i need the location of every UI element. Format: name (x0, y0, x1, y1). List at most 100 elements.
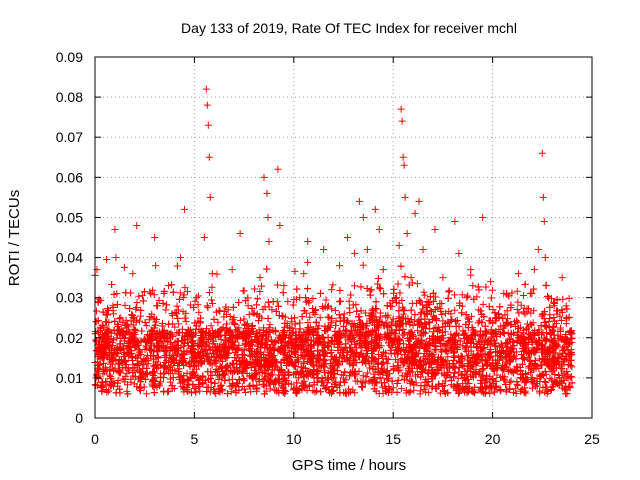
data-point (412, 353, 420, 361)
data-point (437, 307, 445, 315)
data-point (566, 339, 574, 347)
data-point (205, 343, 213, 351)
data-point (247, 388, 255, 396)
data-point (557, 378, 565, 386)
data-point (329, 387, 337, 395)
data-point (297, 371, 305, 379)
data-point (453, 382, 461, 390)
data-point (503, 343, 511, 351)
data-point (463, 389, 471, 397)
data-point (116, 367, 124, 375)
data-point (517, 323, 525, 331)
data-point (351, 282, 359, 290)
data-point (564, 346, 572, 354)
data-point (120, 263, 128, 271)
data-point (551, 317, 559, 325)
data-point (273, 364, 281, 372)
data-point (157, 331, 165, 339)
data-point (457, 370, 465, 378)
data-point (365, 332, 373, 340)
data-point (544, 387, 552, 395)
data-point (135, 292, 143, 300)
data-point (550, 313, 558, 321)
data-point (335, 311, 343, 319)
data-point (363, 284, 371, 292)
data-point (380, 379, 388, 387)
data-point (313, 354, 321, 362)
data-point (258, 282, 266, 290)
data-point (247, 329, 255, 337)
data-point (468, 312, 476, 320)
data-point (545, 324, 553, 332)
data-point (206, 375, 214, 383)
data-point (475, 317, 483, 325)
data-point (445, 287, 453, 295)
data-point (387, 321, 395, 329)
data-point (266, 372, 274, 380)
data-point (526, 320, 534, 328)
data-point (441, 377, 449, 385)
data-point (114, 379, 122, 387)
data-point (544, 347, 552, 355)
data-point (258, 369, 266, 377)
data-point (296, 319, 304, 327)
data-point (205, 288, 213, 296)
data-point (248, 304, 256, 312)
data-point (111, 317, 119, 325)
data-point (314, 325, 322, 333)
data-point (501, 349, 509, 357)
data-point (145, 316, 153, 324)
data-point (409, 368, 417, 376)
data-point (103, 367, 111, 375)
data-point (176, 289, 184, 297)
data-point (462, 320, 470, 328)
data-point (115, 315, 123, 323)
data-point (444, 294, 452, 302)
data-point (387, 343, 395, 351)
data-point (511, 385, 519, 393)
data-point (306, 313, 314, 321)
data-point (475, 286, 483, 294)
data-point (413, 280, 421, 288)
data-point (281, 319, 289, 327)
data-point (444, 389, 452, 397)
data-point (321, 368, 329, 376)
data-point (568, 363, 576, 371)
data-point (479, 300, 487, 308)
data-point (241, 364, 249, 372)
data-point (293, 345, 301, 353)
data-point (470, 295, 478, 303)
data-point (199, 328, 207, 336)
data-point (183, 387, 191, 395)
data-point (204, 368, 212, 376)
data-point (159, 342, 167, 350)
data-point (169, 355, 177, 363)
data-point (334, 337, 342, 345)
data-point (496, 374, 504, 382)
data-point (368, 331, 376, 339)
data-point (546, 303, 554, 311)
data-point (310, 366, 318, 374)
data-point (462, 343, 470, 351)
data-point (302, 364, 310, 372)
data-point (458, 291, 466, 299)
data-point (207, 322, 215, 330)
data-point (382, 312, 390, 320)
data-point (142, 357, 150, 365)
data-point (348, 319, 356, 327)
data-point (245, 383, 253, 391)
data-point (476, 356, 484, 364)
data-point (435, 337, 443, 345)
data-point (490, 388, 498, 396)
data-point (434, 366, 442, 374)
data-point (358, 383, 366, 391)
data-point (487, 335, 495, 343)
data-point (181, 284, 189, 292)
data-point (262, 382, 270, 390)
data-point (482, 357, 490, 365)
data-point (399, 305, 407, 313)
data-point (191, 319, 199, 327)
data-point (492, 339, 500, 347)
data-point (558, 352, 566, 360)
data-point (394, 347, 402, 355)
